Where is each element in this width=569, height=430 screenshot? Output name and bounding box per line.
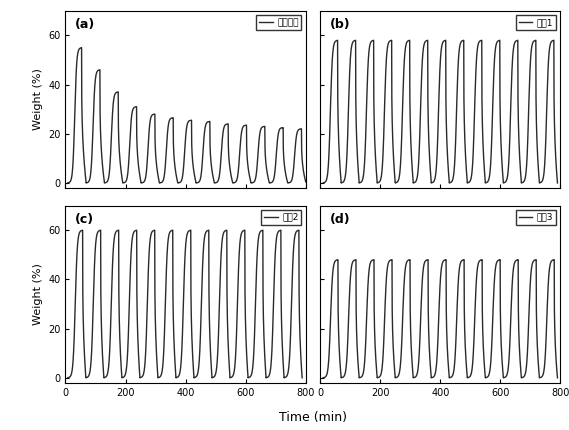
Text: (d): (d) [330, 213, 351, 226]
Text: (b): (b) [330, 18, 351, 31]
Legend: 纯氧化馒: 纯氧化馒 [256, 15, 301, 30]
Y-axis label: Weight (%): Weight (%) [32, 68, 43, 130]
Text: (c): (c) [75, 213, 94, 226]
Legend: 实例3: 实例3 [516, 210, 556, 224]
Text: (a): (a) [75, 18, 95, 31]
Legend: 实例2: 实例2 [261, 210, 301, 224]
Y-axis label: Weight (%): Weight (%) [32, 263, 43, 325]
Text: Time (min): Time (min) [279, 411, 347, 424]
Legend: 实例1: 实例1 [516, 15, 556, 30]
